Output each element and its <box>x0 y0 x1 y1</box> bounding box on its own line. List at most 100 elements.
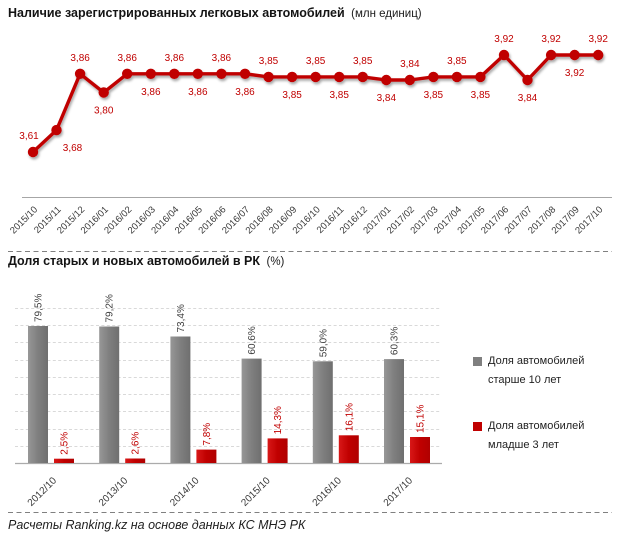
data-point-marker <box>475 71 486 83</box>
bar-value-label: 79,5% <box>34 294 45 322</box>
data-point-marker <box>310 71 321 83</box>
series-line <box>31 53 599 154</box>
data-point-label: 3,85 <box>353 56 373 67</box>
source-note: Расчеты Ranking.kz на основе данных КС М… <box>8 518 306 532</box>
line-data-labels: 3,61 3,68 3,86 3,80 3,86 3,86 3,86 3,86 3,86 3,86… <box>19 34 608 154</box>
bar-young-cars <box>338 435 359 463</box>
data-point-marker <box>51 124 62 136</box>
data-point-marker <box>428 71 439 83</box>
data-point-label: 3,84 <box>400 59 420 70</box>
data-point-label: 3,86 <box>235 87 255 98</box>
line-chart-title-text: Наличие зарегистрированных легковых авто… <box>8 6 345 20</box>
category-label: 2013/10 <box>97 475 131 509</box>
data-point-label: 3,85 <box>306 56 326 67</box>
bar-chart-title-units: (%) <box>266 256 285 268</box>
bar-chart-title-text: Доля старых и новых автомобилей в РК <box>8 254 261 268</box>
bar-old-cars <box>99 326 120 463</box>
line-chart-x-labels: 2015/102015/112015/122016/012016/022016/… <box>8 204 605 236</box>
data-point-marker <box>216 68 227 80</box>
bar-chart: 79,5% 2,5% 2012/10 79,2% 2,6% 2013/10 73,4% 7,8… <box>15 294 442 509</box>
data-point-marker <box>169 68 180 80</box>
data-point-label: 3,85 <box>282 90 302 101</box>
bar-old-cars <box>312 361 333 463</box>
data-point-marker <box>27 146 39 158</box>
data-point-label: 3,86 <box>212 53 232 64</box>
data-point-marker <box>404 74 415 86</box>
bar-value-label: 7,8% <box>202 423 213 446</box>
data-point-marker <box>569 49 580 61</box>
bar-young-cars <box>267 438 288 463</box>
bar-value-label: 60,6% <box>247 326 258 354</box>
data-point-label: 3,92 <box>494 34 514 45</box>
legend-swatch-young-cars-icon <box>473 422 482 431</box>
data-point-label: 3,86 <box>165 53 185 64</box>
data-point-label: 3,85 <box>329 90 349 101</box>
data-point-label: 3,92 <box>541 34 561 45</box>
bar-value-label: 73,4% <box>176 304 187 332</box>
data-point-marker <box>145 68 156 80</box>
bar-value-label: 60,3% <box>390 327 401 355</box>
bar-old-cars <box>384 359 404 463</box>
bar-young-cars <box>125 458 146 463</box>
legend-label-old-cars: Доля автомобилей старше 10 лет <box>488 355 585 386</box>
data-point-label: 3,86 <box>70 53 90 64</box>
bar-value-label: 2,6% <box>131 432 142 455</box>
data-point-label: 3,85 <box>447 56 467 67</box>
category-label: 2017/10 <box>382 475 416 509</box>
bar-value-label: 79,2% <box>105 294 116 322</box>
line-series <box>27 49 604 158</box>
data-point-marker <box>239 68 251 80</box>
category-label: 2015/10 <box>239 475 273 509</box>
data-point-marker <box>263 71 274 83</box>
data-point-label: 3,86 <box>141 87 161 98</box>
data-point-marker <box>357 71 368 83</box>
section-dividers <box>8 251 612 513</box>
data-point-marker <box>122 68 133 80</box>
bar-young-cars <box>410 437 430 463</box>
bar-chart-title: Доля старых и новых автомобилей в РК (%) <box>8 254 284 268</box>
line-chart: 2015/102015/112015/122016/012016/022016/… <box>8 34 612 236</box>
data-point-label: 3,84 <box>518 93 538 104</box>
bar-value-label: 14,3% <box>273 406 284 434</box>
data-point-label: 3,86 <box>188 87 208 98</box>
category-label: 2012/10 <box>26 475 60 509</box>
bar-value-label: 15,1% <box>416 405 427 433</box>
bar-old-cars <box>241 358 262 463</box>
legend-label-young-cars: Доля автомобилей младше 3 лет <box>488 420 585 451</box>
bar-value-label: 2,5% <box>60 432 71 455</box>
data-point-label: 3,68 <box>63 143 83 154</box>
data-point-marker <box>545 49 557 61</box>
bar-chart-gridlines <box>15 308 440 447</box>
data-point-label: 3,61 <box>19 131 39 142</box>
line-chart-title-units: (млн единиц) <box>351 8 422 20</box>
data-point-label: 3,80 <box>94 106 114 117</box>
data-point-label: 3,92 <box>565 68 585 79</box>
data-point-marker <box>74 68 86 80</box>
data-point-marker <box>286 71 298 83</box>
data-point-label: 3,86 <box>117 53 137 64</box>
legend-swatch-old-cars-icon <box>473 357 482 366</box>
data-point-label: 3,85 <box>424 90 444 101</box>
data-point-label: 3,84 <box>377 93 397 104</box>
data-point-marker <box>381 74 392 86</box>
data-point-marker <box>522 74 533 86</box>
data-point-marker <box>334 71 345 83</box>
bar-old-cars <box>28 326 48 463</box>
bar-value-label: 16,1% <box>344 403 355 431</box>
bar-old-cars <box>170 336 191 463</box>
data-point-marker <box>593 49 604 61</box>
bar-value-label: 59,0% <box>318 329 329 357</box>
data-point-marker <box>98 87 109 98</box>
line-chart-title: Наличие зарегистрированных легковых авто… <box>8 6 422 20</box>
category-label: 2014/10 <box>168 475 202 509</box>
data-point-label: 3,85 <box>471 90 491 101</box>
data-point-marker <box>192 68 203 80</box>
data-point-marker <box>451 71 463 83</box>
legend-item-old-cars: Доля автомобилей старше 10 лет <box>473 352 592 390</box>
data-point-marker <box>498 49 510 61</box>
bar-young-cars <box>196 449 217 463</box>
bar-young-cars <box>54 458 74 463</box>
category-label: 2016/10 <box>311 475 345 509</box>
